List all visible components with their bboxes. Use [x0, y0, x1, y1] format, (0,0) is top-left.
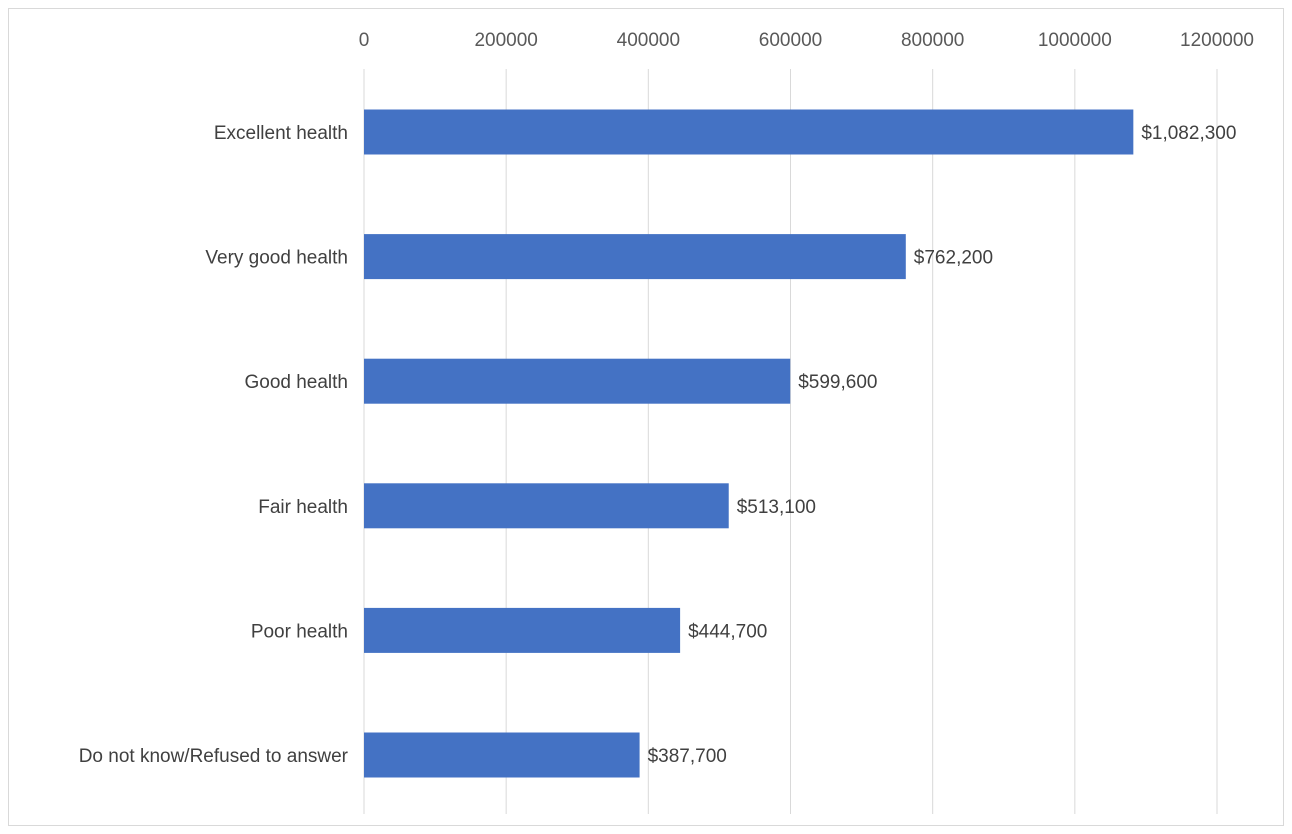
bars	[364, 109, 1134, 778]
x-tick-label-400000: 400000	[617, 30, 680, 51]
x-tick-label-200000: 200000	[474, 30, 537, 51]
data-labels: $1,082,300 $762,200 $599,600 $513,100 $444,7…	[648, 123, 1237, 767]
chart-frame: 0 200000 400000 600000 800000 1000000 1200000 …	[8, 8, 1284, 826]
data-label-poor-health: $444,700	[688, 621, 767, 642]
x-tick-label-1200000: 1200000	[1180, 30, 1254, 51]
bar-good-health	[364, 358, 791, 404]
x-tick-label-800000: 800000	[901, 30, 964, 51]
category-labels: Excellent health Very good health Good hea…	[79, 123, 349, 767]
category-label-good-health: Good health	[244, 372, 348, 393]
bar-poor-health	[364, 607, 681, 653]
x-tick-label-600000: 600000	[759, 30, 822, 51]
data-label-good-health: $599,600	[798, 372, 877, 393]
category-label-very-good-health: Very good health	[205, 248, 348, 269]
x-axis-ticks: 0 200000 400000 600000 800000 1000000 1200000	[359, 30, 1254, 51]
bar-very-good-health	[364, 234, 906, 280]
bar-do-not-know-refused-to-answer	[364, 732, 640, 778]
gridlines	[363, 69, 1218, 814]
bar-excellent-health	[364, 109, 1134, 155]
category-label-do-not-know-refused-to-answer: Do not know/Refused to answer	[79, 746, 349, 767]
data-label-fair-health: $513,100	[737, 497, 816, 518]
category-label-fair-health: Fair health	[258, 497, 348, 518]
bar-fair-health	[364, 483, 729, 529]
bar-chart: 0 200000 400000 600000 800000 1000000 1200000 …	[79, 30, 1254, 814]
data-label-do-not-know-refused-to-answer: $387,700	[648, 746, 727, 767]
data-label-very-good-health: $762,200	[914, 248, 993, 269]
data-label-excellent-health: $1,082,300	[1141, 123, 1236, 144]
x-tick-label-0: 0	[359, 30, 370, 51]
category-label-excellent-health: Excellent health	[214, 123, 348, 144]
x-tick-label-1000000: 1000000	[1038, 30, 1112, 51]
category-label-poor-health: Poor health	[251, 621, 348, 642]
